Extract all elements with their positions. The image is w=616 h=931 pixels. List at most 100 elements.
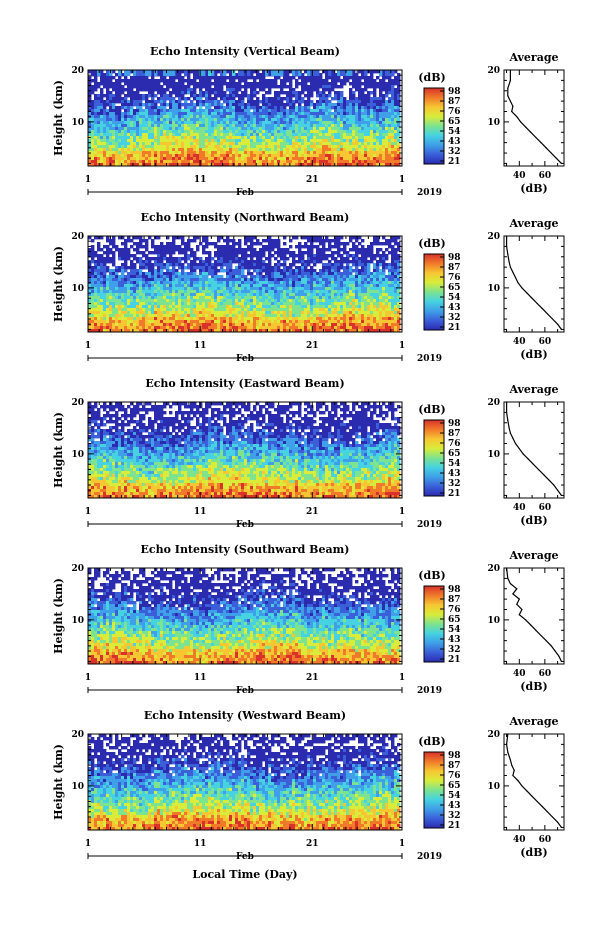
profile-x-tick-label: 60 — [539, 835, 552, 845]
profile-point — [521, 785, 523, 787]
y-tick-label: 20 — [71, 232, 84, 242]
x-tick-label: 1 — [399, 175, 405, 185]
heatmap-texture — [88, 734, 401, 831]
profile-point — [512, 593, 514, 595]
profile-y-tick-label: 20 — [487, 232, 500, 242]
panel-title: Echo Intensity (Westward Beam) — [144, 709, 346, 722]
x-tick-label: 1 — [85, 839, 91, 849]
colorbar-tick-label: 87 — [448, 595, 461, 605]
colorbar-label: (dB) — [418, 237, 445, 250]
profile-point — [546, 811, 549, 813]
profile-y-tick-label: 10 — [487, 450, 500, 460]
colorbar-tick-label: 65 — [448, 283, 461, 293]
month-label: Feb — [236, 354, 254, 364]
profile-point — [508, 261, 510, 263]
profile-point — [536, 800, 538, 803]
profile-point — [540, 634, 542, 637]
profile-x-tick-label: 60 — [539, 337, 552, 347]
colorbar-tick-label: 43 — [448, 303, 461, 313]
profile-point — [521, 608, 523, 611]
colorbar-label: (dB) — [418, 569, 445, 582]
colorbar-tick-label: 54 — [448, 127, 461, 137]
profile-point — [527, 458, 529, 460]
x-tick-label: 1 — [85, 341, 91, 351]
profile-x-tick-label: 40 — [513, 337, 526, 347]
colorbar — [423, 87, 445, 165]
profile-point — [541, 308, 543, 310]
profile-point — [530, 624, 532, 626]
profile-y-tick-label: 20 — [487, 66, 500, 76]
panel-3: Echo Intensity (Southward Beam)1 11 21 1Feb… — [52, 543, 565, 696]
profile-point — [525, 619, 527, 621]
x-tick-label: 1 — [85, 507, 91, 517]
profile-y-tick-label: 10 — [487, 616, 500, 626]
profile-point — [545, 147, 547, 149]
profile-point — [507, 87, 509, 89]
panel-title: Echo Intensity (Vertical Beam) — [150, 45, 340, 58]
profile-title: Average — [508, 549, 558, 562]
colorbar-tick-label: 21 — [448, 323, 461, 333]
profile-y-tick-label: 20 — [487, 564, 500, 574]
colorbar-tick-label: 32 — [448, 645, 461, 655]
year-label: 2019 — [417, 852, 442, 862]
profile-point — [514, 276, 517, 279]
profile-point — [522, 453, 524, 455]
panel-title: Echo Intensity (Northward Beam) — [141, 211, 350, 224]
x-tick-label: 1 — [85, 175, 91, 185]
y-tick-label: 10 — [71, 284, 84, 294]
profile-point — [512, 774, 514, 777]
profile-point — [509, 69, 511, 71]
profile-point — [507, 751, 509, 753]
profile-point — [507, 253, 509, 255]
profile-point — [560, 494, 563, 496]
profile-point — [507, 577, 509, 580]
x-tick-label: 21 — [306, 673, 319, 683]
profile-point — [511, 110, 513, 113]
profile-xlabel: (dB) — [520, 514, 547, 527]
profile-y-tick-label: 20 — [487, 398, 500, 408]
profile-point — [507, 95, 509, 97]
x-tick-label: 11 — [194, 673, 207, 683]
colorbar-tick-label: 98 — [448, 87, 461, 97]
colorbar-tick-label: 65 — [448, 781, 461, 791]
profile-point — [554, 650, 556, 652]
profile-point — [509, 100, 511, 102]
colorbar-tick-label: 21 — [448, 157, 461, 167]
colorbar-tick-label: 43 — [448, 137, 461, 147]
x-tick-label: 21 — [306, 341, 319, 351]
profile-point — [506, 235, 508, 237]
x-tick-label: 11 — [194, 839, 207, 849]
colorbar-tick-label: 54 — [448, 791, 461, 801]
colorbar-tick-label: 76 — [448, 439, 461, 449]
y-tick-label: 20 — [71, 398, 84, 408]
colorbar-tick-label: 76 — [448, 107, 461, 117]
profile-x-tick-label: 40 — [513, 171, 526, 181]
colorbar-tick-label: 32 — [448, 479, 461, 489]
profile-xlabel: (dB) — [520, 348, 547, 361]
year-label: 2019 — [417, 188, 442, 198]
profile-point — [535, 629, 537, 631]
profile-point — [516, 588, 518, 590]
profile-point — [513, 769, 515, 771]
profile-point — [555, 157, 557, 159]
colorbar-label: (dB) — [418, 71, 445, 84]
profile-point — [537, 468, 540, 471]
profile-point — [507, 733, 509, 735]
profile-point — [517, 780, 519, 782]
profile-point — [518, 614, 520, 616]
month-label: Feb — [236, 520, 254, 530]
profile-point — [506, 411, 508, 413]
heatmap-texture — [88, 568, 401, 665]
colorbar-tick-label: 98 — [448, 585, 461, 595]
profile-title: Average — [508, 383, 558, 396]
profile-point — [546, 313, 549, 315]
heatmap-texture — [88, 402, 401, 499]
y-axis-label: Height (km) — [52, 246, 65, 322]
y-axis-label: Height (km) — [52, 744, 65, 820]
colorbar-tick-label: 43 — [448, 801, 461, 811]
colorbar-tick-label: 21 — [448, 821, 461, 831]
profile-point — [506, 743, 508, 746]
y-tick-label: 10 — [71, 616, 84, 626]
profile-frame — [503, 567, 565, 665]
